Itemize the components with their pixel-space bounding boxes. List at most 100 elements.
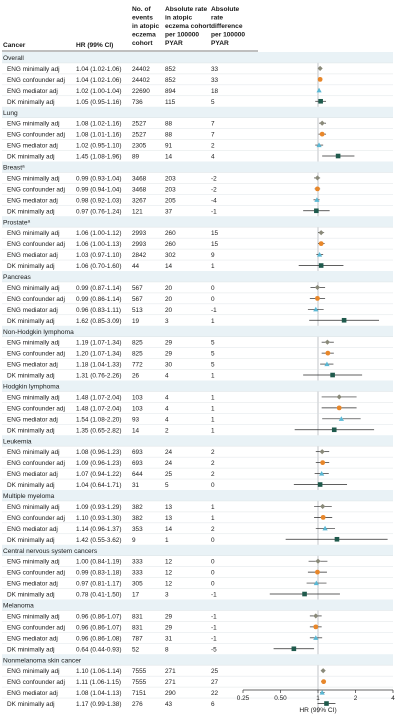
- row-hr-text: 1.48 (1.07-2.04): [76, 405, 121, 412]
- header-cancer: Cancer: [3, 42, 26, 49]
- row-label: ENG minimally adj: [7, 175, 60, 182]
- row-events: 93: [132, 416, 140, 423]
- row-rate: 13: [165, 504, 173, 511]
- group-label: Overall: [3, 55, 24, 62]
- row-events: 24402: [132, 77, 150, 84]
- group-label: Hodgkin lymphoma: [3, 384, 60, 391]
- row-diff: 7: [211, 132, 215, 139]
- hr-point-circle: [315, 295, 320, 301]
- row-rate: 203: [165, 175, 176, 182]
- group-label: Pancreas: [3, 274, 32, 281]
- row-hr-text: 1.06 (1.00-1.13): [76, 241, 121, 248]
- row-label: ENG mediator adj: [7, 307, 58, 314]
- row-hr-text: 1.10 (0.93-1.30): [76, 515, 121, 522]
- group-label: Multiple myeloma: [3, 493, 55, 500]
- row-rate: 271: [165, 668, 176, 675]
- row-hr-text: 1.18 (1.04-1.33): [76, 362, 121, 369]
- row-diff: 5: [211, 99, 215, 106]
- row-diff: 5: [211, 351, 215, 358]
- row-events: 3468: [132, 186, 147, 193]
- row-rate: 29: [165, 340, 173, 347]
- row-rate: 91: [165, 143, 173, 150]
- hr-point-square: [302, 591, 307, 597]
- row-label: DK minimally adj: [7, 99, 55, 106]
- hr-point-square: [314, 208, 319, 214]
- row-label: ENG mediator adj: [7, 362, 58, 369]
- row-rate: 12: [165, 559, 173, 566]
- row-hr-text: 1.06 (0.70-1.60): [76, 263, 121, 270]
- group-band: [2, 599, 393, 611]
- row-label: ENG minimally adj: [7, 66, 60, 73]
- row-diff: 2: [211, 449, 215, 456]
- group-band: [2, 380, 393, 392]
- row-label: ENG minimally adj: [7, 504, 60, 511]
- row-rate: 3: [165, 318, 169, 325]
- hr-point-diamond: [318, 230, 324, 236]
- row-rate: 29: [165, 624, 173, 631]
- row-label: ENG confounder adj: [7, 679, 65, 686]
- row-label: ENG mediator adj: [7, 197, 58, 204]
- row-label: ENG minimally adj: [7, 449, 60, 456]
- row-hr-text: 1.04 (1.02-1.06): [76, 77, 121, 84]
- row-hr-text: 0.64 (0.44-0.93): [76, 646, 121, 653]
- hr-point-diamond: [314, 284, 321, 291]
- row-rate: 4: [165, 394, 169, 401]
- row-hr-text: 0.99 (0.87-1.14): [76, 285, 121, 292]
- row-diff: 0: [211, 581, 215, 588]
- row-label: ENG confounder adj: [7, 624, 65, 631]
- row-events: 3267: [132, 197, 147, 204]
- row-hr-text: 1.02 (1.00-1.04): [76, 88, 121, 95]
- row-hr-text: 1.04 (0.64-1.71): [76, 482, 121, 489]
- row-label: ENG mediator adj: [7, 88, 58, 95]
- row-diff: 0: [211, 482, 215, 489]
- hr-point-square: [317, 482, 323, 487]
- row-events: 831: [132, 613, 143, 620]
- group-band: [2, 271, 393, 282]
- row-label: ENG mediator adj: [7, 635, 58, 642]
- row-diff: 22: [211, 690, 219, 697]
- row-diff: 0: [211, 285, 215, 292]
- row-rate: 2: [165, 427, 169, 434]
- hr-point-circle: [320, 514, 326, 520]
- row-hr-text: 1.14 (0.96-1.37): [76, 526, 121, 533]
- row-events: 305: [132, 581, 143, 588]
- row-hr-text: 1.02 (0.95-1.10): [76, 143, 121, 150]
- row-events: 7555: [132, 668, 147, 675]
- row-diff: 2: [211, 143, 215, 150]
- row-label: ENG minimally adj: [7, 121, 60, 128]
- row-label: DK minimally adj: [7, 537, 55, 544]
- row-diff: 6: [211, 701, 215, 708]
- hr-point-diamond: [314, 175, 321, 181]
- row-hr-text: 1.05 (0.95-1.16): [76, 99, 121, 106]
- row-rate: 12: [165, 570, 173, 577]
- hr-point-triangle: [319, 689, 325, 695]
- hr-point-square: [330, 372, 335, 378]
- row-rate: 31: [165, 635, 173, 642]
- row-rate: 5: [165, 482, 169, 489]
- row-rate: 1: [165, 537, 169, 544]
- row-diff: 33: [211, 66, 219, 73]
- row-label: DK minimally adj: [7, 427, 55, 434]
- row-diff: -5: [211, 646, 217, 653]
- row-hr-text: 1.09 (0.96-1.23): [76, 460, 121, 467]
- row-events: 2527: [132, 132, 147, 139]
- row-rate: 290: [165, 690, 176, 697]
- hr-point-circle: [315, 186, 320, 192]
- row-hr-text: 0.98 (0.92-1.03): [76, 197, 121, 204]
- row-events: 7555: [132, 679, 147, 686]
- row-hr-text: 1.19 (1.07-1.34): [76, 340, 121, 347]
- row-rate: 20: [165, 307, 173, 314]
- row-label: DK minimally adj: [7, 263, 55, 270]
- row-rate: 24: [165, 449, 173, 456]
- hr-point-square: [324, 701, 329, 706]
- row-rate: 88: [165, 121, 173, 128]
- row-rate: 29: [165, 613, 173, 620]
- row-label: DK minimally adj: [7, 208, 55, 215]
- row-diff: -1: [211, 307, 217, 314]
- hr-point-square: [341, 317, 347, 323]
- hr-point-triangle: [338, 416, 344, 421]
- row-label: ENG mediator adj: [7, 471, 58, 478]
- row-label: ENG confounder adj: [7, 186, 65, 193]
- hr-point-circle: [315, 569, 320, 575]
- row-diff: 27: [211, 679, 219, 686]
